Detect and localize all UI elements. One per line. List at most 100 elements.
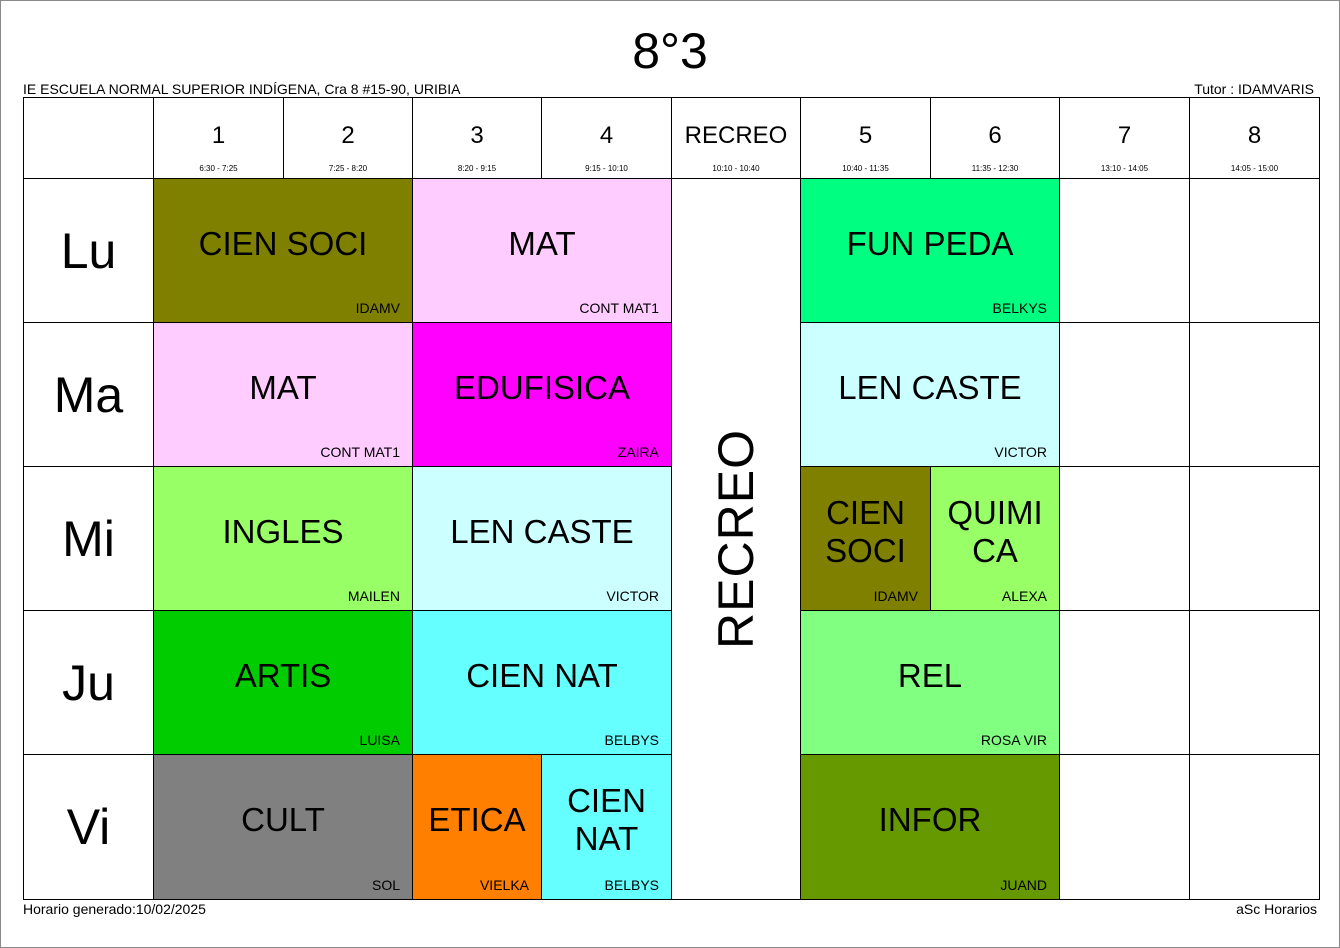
empty-slot xyxy=(1189,610,1320,755)
lesson-teacher: BELBYS xyxy=(604,877,659,893)
empty-slot xyxy=(1189,754,1320,900)
lesson-teacher: MAILEN xyxy=(347,588,400,604)
lesson-cell: ARTIS LUISA xyxy=(153,610,413,755)
lesson-teacher: LUISA xyxy=(359,732,400,748)
period-number: 5 xyxy=(858,122,873,149)
lesson-cell: REL ROSA VIR xyxy=(800,610,1060,755)
lesson-cell: INGLES MAILEN xyxy=(153,466,413,611)
period-header: 6 11:35 - 12:30 xyxy=(930,97,1060,179)
lesson-cell: INFOR JUAND xyxy=(800,754,1060,900)
generated-date: Horario generado:10/02/2025 xyxy=(23,901,206,917)
period-header: 1 6:30 - 7:25 xyxy=(153,97,284,179)
lesson-subject: CIEN SOCI xyxy=(198,224,368,262)
period-header: 2 7:25 - 8:20 xyxy=(283,97,413,179)
lesson-teacher: CONT MAT1 xyxy=(579,300,659,316)
lesson-subject: CIEN NAT xyxy=(466,656,618,694)
lesson-subject: MAT xyxy=(249,368,317,406)
period-header: 8 14:05 - 15:00 xyxy=(1189,97,1320,179)
lesson-cell: CULT SOL xyxy=(153,754,413,900)
lesson-cell: EDUFISICA ZAIRA xyxy=(412,322,672,467)
lesson-cell: LEN CASTE VICTOR xyxy=(412,466,672,611)
recess-label: RECREO xyxy=(708,429,764,649)
period-header: 4 9:15 - 10:10 xyxy=(541,97,672,179)
day-label: Ma xyxy=(53,366,124,423)
lesson-subject: ETICA xyxy=(428,801,526,838)
lesson-subject: LEN CASTE xyxy=(838,368,1022,406)
period-number: 8 xyxy=(1247,122,1262,149)
lesson-cell: ETICA VIELKA xyxy=(412,754,542,900)
empty-slot xyxy=(1189,178,1320,323)
lesson-subject: INFOR xyxy=(878,801,982,838)
tutor-info: Tutor : IDAMVARIS xyxy=(1194,81,1314,97)
lesson-teacher: VICTOR xyxy=(606,588,659,604)
period-number: RECREO xyxy=(684,122,788,149)
lesson-cell: CIEN SOCI IDAMV xyxy=(153,178,413,323)
lesson-subject: LEN CASTE xyxy=(450,512,634,550)
lesson-teacher: ALEXA xyxy=(1001,588,1047,604)
lesson-teacher: IDAMV xyxy=(873,588,918,604)
lesson-teacher: SOL xyxy=(371,877,400,893)
day-label-cell: Ju xyxy=(23,610,154,755)
period-time: 7:25 - 8:20 xyxy=(328,164,368,173)
period-number: 4 xyxy=(599,122,614,149)
lesson-teacher: ZAIRA xyxy=(617,444,659,460)
period-header: 5 10:40 - 11:35 xyxy=(800,97,931,179)
lesson-cell: MAT CONT MAT1 xyxy=(153,322,413,467)
lesson-teacher: BELKYS xyxy=(992,300,1047,316)
lesson-subject: CIEN SOCI xyxy=(825,493,906,569)
lesson-cell: QUIMI CA ALEXA xyxy=(930,466,1060,611)
lesson-subject: MAT xyxy=(508,224,576,262)
period-number: 7 xyxy=(1117,122,1132,149)
empty-slot xyxy=(1059,610,1190,755)
period-time: 13:10 - 14:05 xyxy=(1100,164,1149,173)
lesson-teacher: JUAND xyxy=(1000,877,1047,893)
empty-slot xyxy=(1059,178,1190,323)
lesson-subject: QUIMI CA xyxy=(947,493,1043,569)
lesson-cell: CIEN SOCI IDAMV xyxy=(800,466,931,611)
period-time: 10:40 - 11:35 xyxy=(842,164,889,173)
lesson-subject: EDUFISICA xyxy=(453,368,631,406)
period-number: 6 xyxy=(988,122,1002,149)
lesson-cell: FUN PEDA BELKYS xyxy=(800,178,1060,323)
brand-label: aSc Horarios xyxy=(1236,901,1317,917)
lesson-cell: CIEN NAT BELBYS xyxy=(541,754,672,900)
lesson-teacher: VIELKA xyxy=(479,877,529,893)
period-header: 3 8:20 - 9:15 xyxy=(412,97,542,179)
period-header: 7 13:10 - 14:05 xyxy=(1059,97,1190,179)
lesson-subject: CIEN NAT xyxy=(567,782,646,857)
day-label-cell: Ma xyxy=(23,322,154,467)
lesson-teacher: CONT MAT1 xyxy=(320,444,400,460)
lesson-subject: INGLES xyxy=(222,512,344,550)
empty-slot xyxy=(1189,466,1320,611)
lesson-teacher: ROSA VIR xyxy=(980,732,1047,748)
empty-slot xyxy=(1059,754,1190,900)
lesson-cell: MAT CONT MAT1 xyxy=(412,178,672,323)
lesson-teacher: IDAMV xyxy=(355,300,400,316)
corner-cell xyxy=(23,97,154,179)
period-time: 14:05 - 15:00 xyxy=(1230,164,1279,173)
day-label-cell: Lu xyxy=(23,178,154,323)
period-number: 2 xyxy=(341,122,355,149)
period-time: 6:30 - 7:25 xyxy=(199,164,238,173)
period-time: 10:10 - 10:40 xyxy=(712,164,760,173)
day-label: Vi xyxy=(66,799,111,855)
empty-slot xyxy=(1059,322,1190,467)
period-time: 11:35 - 12:30 xyxy=(971,164,1019,173)
period-number: 3 xyxy=(470,122,484,149)
period-time: 8:20 - 9:15 xyxy=(457,164,497,173)
lesson-subject: REL xyxy=(897,656,963,694)
lesson-cell: LEN CASTE VICTOR xyxy=(800,322,1060,467)
day-label-cell: Mi xyxy=(23,466,154,611)
day-label: Mi xyxy=(62,510,115,567)
empty-slot xyxy=(1189,322,1320,467)
lesson-teacher: BELBYS xyxy=(604,732,659,748)
lesson-subject: ARTIS xyxy=(234,656,332,694)
lesson-cell: CIEN NAT BELBYS xyxy=(412,610,672,755)
timetable-grid: 1 6:30 - 7:25 2 7:25 - 8:20 3 8:20 - 9:15 4 9:1… xyxy=(23,97,1320,900)
day-label: Ju xyxy=(62,654,115,711)
period-time: 9:15 - 10:10 xyxy=(585,164,628,173)
empty-slot xyxy=(1059,466,1190,611)
lesson-teacher: VICTOR xyxy=(994,444,1047,460)
day-label: Lu xyxy=(60,222,117,279)
